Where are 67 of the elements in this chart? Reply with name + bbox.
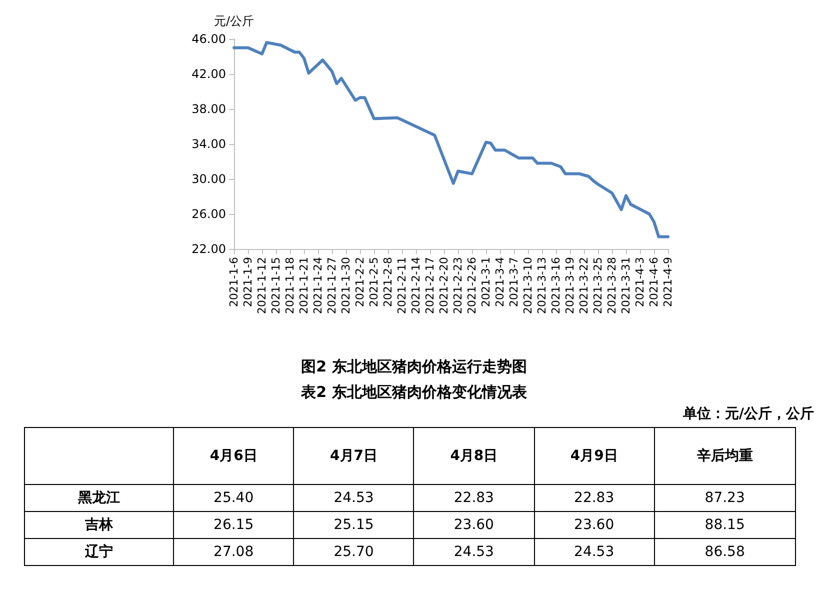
x-tick-label: 2021-1-12 bbox=[256, 257, 268, 314]
x-tick-label: 2021-1-27 bbox=[326, 257, 338, 314]
text: 22.83 bbox=[574, 490, 614, 506]
text: 25.70 bbox=[334, 544, 374, 560]
text: 表2 东北地区猪肉价格变化情况表 bbox=[300, 383, 528, 403]
x-tick-label: 2021-3-28 bbox=[606, 257, 618, 314]
x-tick-label: 2021-1-18 bbox=[284, 257, 296, 314]
x-tick-label: 2021-4-6 bbox=[648, 257, 660, 307]
text: 23.60 bbox=[454, 517, 494, 533]
x-tick-label: 2021-3-31 bbox=[620, 257, 632, 314]
x-tick-label: 2021-3-19 bbox=[564, 257, 576, 314]
x-tick-label: 2021-4-9 bbox=[662, 257, 674, 307]
x-tick-label: 2021-3-1 bbox=[480, 257, 492, 307]
text: 24.53 bbox=[574, 544, 614, 560]
text: 22.83 bbox=[454, 490, 494, 506]
x-tick-label: 2021-2-17 bbox=[424, 257, 436, 314]
y-axis-title: 元/公斤 bbox=[214, 14, 254, 28]
text: 单位：元/公斤，公斤 bbox=[682, 405, 815, 424]
category-label: 4月7日 bbox=[294, 428, 414, 484]
y-tick-label: 26.00 bbox=[192, 207, 226, 221]
x-tick-label: 2021-3-16 bbox=[550, 257, 562, 314]
x-tick-label: 2021-1-15 bbox=[270, 257, 282, 314]
text: 图2 东北地区猪肉价格运行走势图 bbox=[301, 358, 527, 376]
x-tick-label: 2021-2-26 bbox=[466, 257, 478, 314]
x-tick-label: 2021-3-7 bbox=[508, 257, 520, 307]
y-tick-label: 22.00 bbox=[192, 242, 226, 256]
x-tick-label: 2021-2-8 bbox=[382, 257, 394, 307]
text: 26.15 bbox=[214, 517, 254, 533]
text: 23.60 bbox=[574, 517, 614, 533]
x-tick-label: 2021-2-23 bbox=[452, 257, 464, 314]
x-tick-label: 2021-1-30 bbox=[340, 257, 352, 314]
x-tick-label: 2021-1-24 bbox=[312, 257, 324, 314]
category-label: 黑龙江 bbox=[78, 490, 120, 506]
x-tick-label: 2021-2-14 bbox=[410, 257, 422, 314]
x-tick-label: 2021-1-21 bbox=[298, 257, 310, 314]
category-label: 辽宁 bbox=[85, 544, 113, 560]
text: 27.08 bbox=[214, 544, 254, 560]
x-tick-label: 2021-3-4 bbox=[494, 257, 506, 307]
x-tick-label: 2021-2-11 bbox=[396, 257, 408, 314]
category-label: 4月8日 bbox=[414, 428, 534, 484]
category-label: 4月9日 bbox=[534, 428, 654, 484]
x-tick-label: 2021-3-10 bbox=[522, 257, 534, 314]
y-tick-label: 34.00 bbox=[192, 137, 226, 151]
category-label: 4月6日 bbox=[174, 428, 294, 484]
line-series bbox=[232, 41, 670, 238]
y-tick-label: 46.00 bbox=[192, 32, 226, 46]
text: 24.53 bbox=[334, 490, 374, 506]
x-tick-label: 2021-1-9 bbox=[242, 257, 254, 307]
text: 25.15 bbox=[334, 517, 374, 533]
category-label: 辛后均重 bbox=[654, 428, 796, 484]
text: 88.15 bbox=[704, 517, 745, 533]
y-tick-label: 38.00 bbox=[192, 102, 226, 116]
text: 24.53 bbox=[454, 544, 494, 560]
x-tick-label: 2021-1-6 bbox=[228, 257, 240, 307]
x-tick-label: 2021-2-2 bbox=[354, 257, 366, 307]
x-tick-label: 2021-3-25 bbox=[592, 257, 604, 314]
x-tick-label: 2021-2-20 bbox=[438, 257, 450, 314]
y-tick-label: 42.00 bbox=[192, 67, 226, 81]
x-tick-label: 2021-4-3 bbox=[634, 257, 646, 307]
y-tick-label: 30.00 bbox=[192, 172, 226, 186]
text: 25.40 bbox=[214, 490, 254, 506]
category-label: 吉林 bbox=[85, 517, 113, 533]
text: 86.58 bbox=[704, 544, 745, 560]
x-tick-label: 2021-3-22 bbox=[578, 257, 590, 314]
x-tick-label: 2021-2-5 bbox=[368, 257, 380, 307]
text: 87.23 bbox=[704, 490, 745, 506]
x-tick-label: 2021-3-13 bbox=[536, 257, 548, 314]
